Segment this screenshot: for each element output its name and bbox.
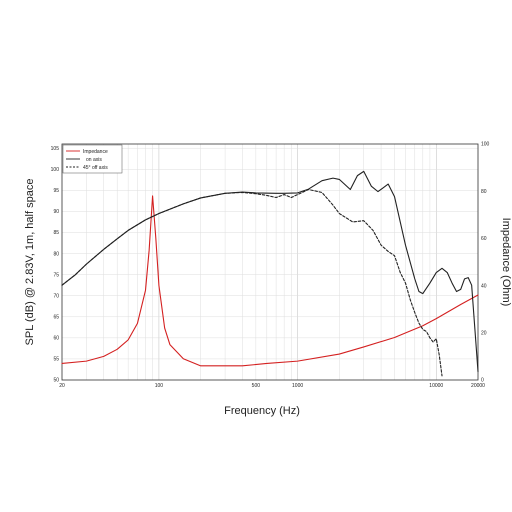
y-left-tick-label: 100 (51, 167, 60, 173)
legend: Impedance on axis 45° off axis (62, 144, 123, 174)
y-left-tick-labels: 50 55 60 65 70 75 80 85 90 95 100 105 (51, 146, 60, 384)
y-left-tick-label: 75 (53, 272, 59, 278)
y-left-tick-label: 70 (53, 293, 59, 299)
x-tick-label: 20 (59, 383, 65, 389)
x-tick-label: 1000 (292, 383, 303, 389)
y-left-tick-label: 55 (53, 357, 59, 363)
x-tick-labels: 20 100 500 1000 10000 20000 (59, 383, 485, 389)
y-left-tick-label: 50 (53, 378, 59, 384)
y-right-tick-label: 60 (481, 236, 487, 242)
legend-label-off-axis: 45° off axis (83, 165, 108, 171)
plot-frame (61, 143, 479, 381)
series-line-impedance (61, 195, 479, 367)
y-left-tick-label: 95 (53, 188, 59, 194)
x-tick-label: 500 (252, 383, 261, 389)
y-left-tick-label: 80 (53, 251, 59, 257)
y-left-tick-label: 65 (53, 314, 59, 320)
x-tick-label: 20000 (471, 383, 485, 389)
legend-label-impedance: Impedance (83, 149, 108, 155)
y-right-tick-label: 40 (481, 283, 487, 289)
y-right-tick-label: 100 (481, 142, 490, 148)
y-left-axis-label: SPL (dB) @ 2.83V, 1m, half space (24, 179, 36, 346)
y-right-tick-labels: 0 20 40 60 80 100 (481, 142, 490, 384)
y-right-tick-label: 0 (481, 378, 484, 384)
x-tick-label: 100 (155, 383, 164, 389)
x-tick-label: 10000 (429, 383, 443, 389)
y-right-axis-label: Impedance (Ohm) (500, 218, 512, 307)
y-left-tick-label: 90 (53, 209, 59, 215)
y-left-tick-label: 85 (53, 230, 59, 236)
y-right-tick-label: 20 (481, 331, 487, 337)
y-left-tick-label: 105 (51, 146, 60, 152)
x-axis-label: Frequency (Hz) (224, 405, 300, 417)
y-left-tick-label: 60 (53, 336, 59, 342)
grid (61, 144, 479, 381)
y-right-tick-label: 80 (481, 189, 487, 195)
legend-label-on-axis: on axis (86, 157, 102, 163)
series-lines (61, 170, 479, 377)
series-line-45-off-axis (61, 188, 443, 377)
